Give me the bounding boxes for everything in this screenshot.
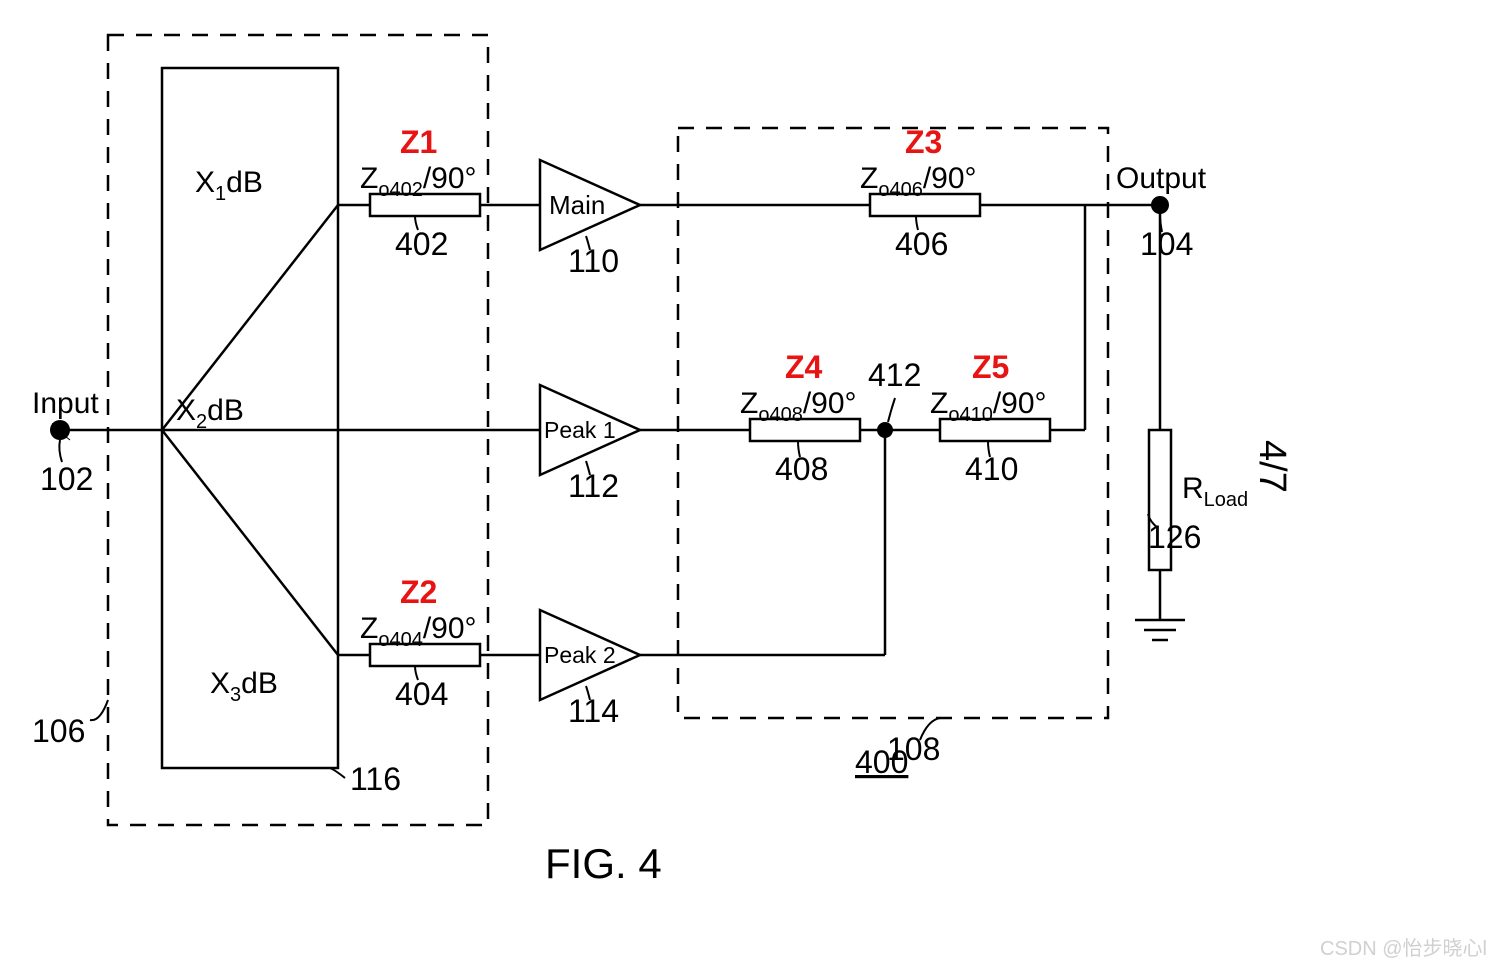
ref-116: 116	[350, 761, 401, 797]
ref-410: 410	[965, 451, 1018, 487]
ref-104: 104	[1140, 226, 1193, 262]
load-label: RLoad	[1182, 472, 1248, 511]
ref-114: 114	[568, 693, 619, 729]
x3db-label: X3dB	[210, 667, 278, 706]
ref-126: 126	[1148, 519, 1201, 555]
splitter-bot	[162, 430, 338, 655]
ref-102: 102	[40, 461, 93, 497]
z5-red: Z5	[972, 349, 1009, 385]
output-label: Output	[1116, 162, 1207, 195]
watermark: CSDN @怡步晓心l	[1320, 937, 1487, 960]
ref-406: 406	[895, 226, 948, 262]
z3-red: Z3	[905, 124, 942, 160]
ref-402: 402	[395, 226, 448, 262]
ref-112: 112	[568, 468, 619, 504]
leader-412	[888, 398, 895, 422]
ref-106: 106	[32, 713, 85, 749]
fig-num-400: 400	[855, 744, 908, 780]
ref-412: 412	[868, 357, 921, 393]
circuit-diagram: 106 108 116 Input 102 X1dB X2dB X3dB Z1 …	[0, 0, 1508, 965]
leader-116	[330, 768, 345, 778]
page-number: 4/7	[1251, 440, 1293, 493]
x1db-label: X1dB	[195, 166, 263, 205]
amp-peak2-label: Peak 2	[544, 642, 616, 668]
z4-red: Z4	[785, 349, 823, 385]
leader-106	[90, 700, 108, 720]
ref-404: 404	[395, 676, 448, 712]
ref-408: 408	[775, 451, 828, 487]
ref-110: 110	[568, 243, 619, 279]
leader-102	[59, 440, 62, 462]
z2-red: Z2	[400, 574, 437, 610]
input-label: Input	[32, 387, 99, 420]
x2db-label: X2dB	[176, 394, 244, 433]
z1-red: Z1	[400, 124, 437, 160]
amp-main-label: Main	[549, 190, 605, 220]
figure-caption: FIG. 4	[545, 840, 662, 887]
amp-peak1-label: Peak 1	[544, 417, 616, 443]
